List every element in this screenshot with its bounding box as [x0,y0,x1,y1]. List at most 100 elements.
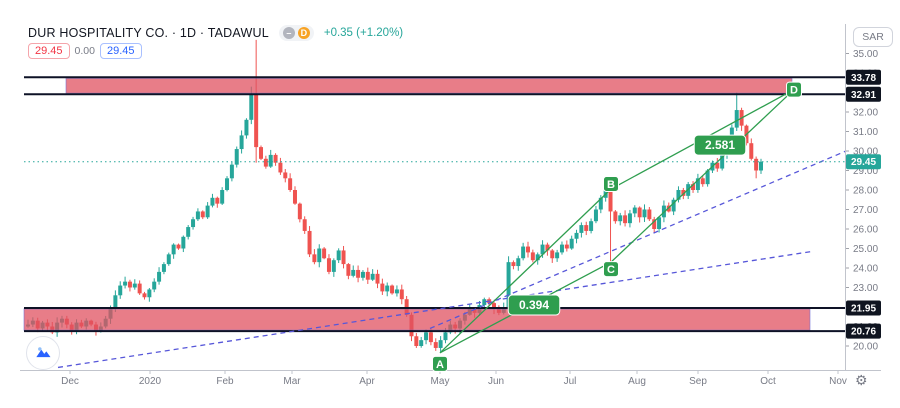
axis-price-label[interactable]: 32.91 [846,86,881,102]
candle-body [569,238,574,249]
time-axis[interactable]: Dec 2020 Feb Mar Apr May Jun Jul Aug Sep Oct Nov [61,370,847,387]
fib-ratio-label[interactable]: 2.581 [693,134,747,156]
chart-legend: DUR HOSPITALITY CO. · 1D · TADAWUL – D +… [28,25,403,41]
candle-body [234,149,239,165]
candle-body [356,269,361,278]
candle-body [200,211,205,218]
candle-body [176,244,181,249]
candle-body [307,230,312,255]
candle-body [288,178,293,190]
pattern-point-label-A[interactable]: A [432,355,448,372]
svg-text:21.95: 21.95 [851,303,876,314]
candle-body [394,289,399,294]
candle-body [589,221,594,231]
axis-price-label[interactable]: 29.45 [846,154,881,170]
candle-body [166,254,171,265]
candle-body [559,244,564,253]
axis-price-label[interactable]: 33.78 [846,69,881,85]
pattern-point-label-B[interactable]: B [603,176,619,193]
candle-body [700,178,705,185]
candle-body [525,246,530,253]
tradingview-logo[interactable] [26,336,60,370]
trend-line-dashed[interactable] [57,250,813,369]
fib-ratio-label[interactable]: 0.394 [507,294,561,316]
month-label: Nov [829,376,847,387]
indicator-pill[interactable]: – D [278,25,314,41]
candle-body [123,281,128,286]
price-change-text: +0.35 (+1.20%) [323,27,404,39]
currency-badge[interactable]: SAR [853,27,893,47]
month-label: Sep [689,376,707,387]
candle-body [336,250,341,261]
candle-body [618,215,623,222]
candle-body [550,250,555,259]
candle-body [210,197,215,206]
axis-price-label[interactable]: 21.95 [846,300,881,316]
pattern-point-label-D[interactable]: D [786,81,802,98]
svg-text:0.394: 0.394 [519,298,549,312]
candle-body [681,190,686,196]
interval-d-badge[interactable]: D [297,27,310,39]
price-box-blue[interactable]: 29.45 [99,43,142,59]
candle-body [142,293,147,298]
mountain-logo-icon [36,347,51,358]
symbol-title[interactable]: DUR HOSPITALITY CO. · 1D · TADAWUL [28,26,269,40]
candle-body [433,342,438,348]
candle-body [642,209,647,218]
candle-body [540,244,545,255]
candle-body [278,162,283,173]
candle-body [521,246,526,259]
price-tick-label: 24.00 [853,264,878,275]
price-box-red[interactable]: 29.45 [28,43,70,59]
trend-line-dashed[interactable] [429,150,847,330]
candle-body [254,94,259,148]
price-tick-label: 26.00 [853,225,878,236]
price-tick-label: 35.00 [853,49,878,60]
candle-body [341,250,346,265]
candle-body [360,271,365,278]
candle-body [171,244,176,255]
candle-body [657,217,662,229]
month-label: Apr [359,376,375,387]
month-label: Jun [488,376,504,387]
price-tick-label: 20.00 [853,342,878,353]
candle-body [161,264,166,272]
price-tick-label: 32.00 [853,108,878,119]
candle-body [181,236,186,249]
candle-body [492,303,497,309]
candle-body [676,190,681,200]
candle-body [530,252,535,261]
supply-zone[interactable] [65,77,793,94]
collapse-minus-icon[interactable]: – [282,27,295,39]
axis-price-label[interactable]: 20.76 [846,323,881,339]
candle-body [390,285,395,294]
candle-body [399,289,404,300]
candle-body [186,227,191,237]
pattern-point-label-C[interactable]: C [603,261,619,278]
svg-text:29.45: 29.45 [851,157,876,168]
price-tick-label: 29.00 [853,166,878,177]
candle-body [191,219,196,228]
svg-text:32.91: 32.91 [851,90,876,101]
pattern-segment-CD[interactable] [610,89,795,263]
candle-body [365,271,370,280]
candle-body [715,162,720,169]
candle-body [249,94,254,120]
candle-body [273,154,278,163]
svg-text:C: C [607,264,615,276]
settings-gear-icon[interactable]: ⚙ [855,372,868,388]
candle-body [758,161,763,171]
svg-text:2.581: 2.581 [705,138,735,152]
svg-text:B: B [607,179,615,191]
candle-body [506,262,511,307]
pattern-segment-AB[interactable] [439,188,612,354]
zones [23,76,845,333]
candle-body [375,273,380,284]
candle-body [691,184,696,190]
candle-body [627,213,632,224]
candle-body [380,283,385,292]
candle-body [545,244,550,251]
candle-body [734,110,739,128]
price-tick-label: 23.00 [853,283,878,294]
